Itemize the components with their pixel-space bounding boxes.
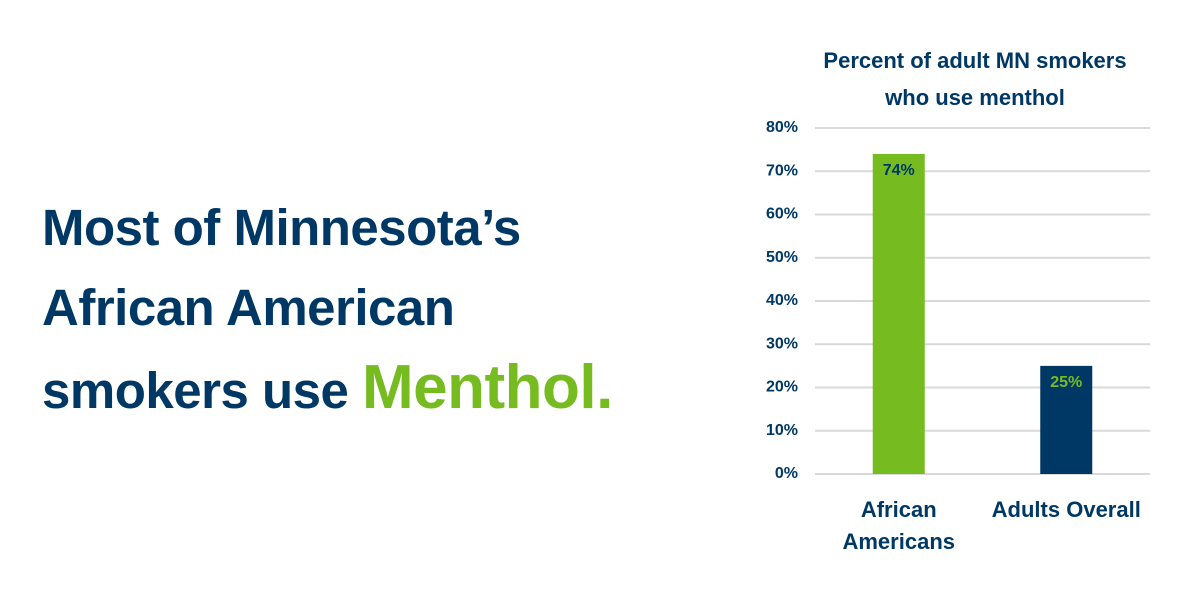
y-tick-label: 0% (775, 465, 798, 482)
y-tick-label: 10% (766, 422, 798, 439)
x-tick-label: African Americans (842, 497, 955, 554)
headline-highlight: Menthol. (362, 353, 613, 422)
y-tick-label: 60% (766, 206, 798, 223)
bar (1040, 365, 1093, 474)
value-label: 74% (883, 162, 915, 179)
y-tick-label: 80% (766, 119, 798, 136)
y-tick-label: 50% (766, 249, 798, 266)
y-tick-label: 70% (766, 162, 798, 179)
y-tick-label: 40% (766, 292, 798, 309)
value-label: 25% (1050, 374, 1082, 391)
y-tick-label: 30% (766, 335, 798, 352)
headline: Most of Minnesota’s African American smo… (42, 188, 642, 431)
x-tick-label: Adults Overall (991, 497, 1141, 522)
y-tick-label: 20% (766, 379, 798, 396)
chart-title: Percent of adult MN smokers who use ment… (823, 48, 1127, 110)
bar (872, 153, 925, 474)
headline-text: Most of Minnesota’s African American smo… (42, 199, 521, 419)
